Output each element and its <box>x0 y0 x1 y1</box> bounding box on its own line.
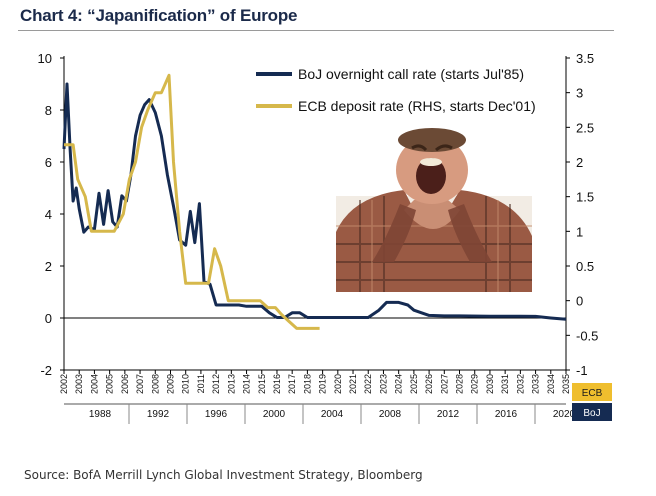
ecb-tick-label: 2007 <box>135 374 145 394</box>
ecb-tick-label: 2027 <box>439 374 449 394</box>
boj-tick-label: 1988 <box>89 409 112 420</box>
source-note: Source: BofA Merrill Lynch Global Invest… <box>24 468 423 482</box>
ecb-tick-label: 2003 <box>74 374 84 394</box>
right-tick-label: 2.5 <box>576 120 594 135</box>
ecb-tick-label: 2028 <box>455 374 465 394</box>
ecb-tick-label: 2011 <box>196 374 206 393</box>
ecb-tick-label: 2009 <box>165 374 175 394</box>
ecb-tick-label: 2020 <box>333 374 343 394</box>
ecb-tick-label: 2005 <box>105 374 115 394</box>
ecb-tick-label: 2031 <box>500 374 510 394</box>
boj-axis-badge <box>572 403 612 421</box>
ecb-tick-label: 2029 <box>470 374 480 394</box>
boj-tick-label: 1992 <box>147 409 170 420</box>
ecb-tick-label: 2022 <box>363 374 373 394</box>
legend-label-boj: BoJ overnight call rate (starts Jul'85) <box>298 66 524 82</box>
boj-tick-label: 2012 <box>437 409 460 420</box>
ecb-tick-label: 2018 <box>302 374 312 394</box>
ecb-tick-label: 2019 <box>318 374 328 394</box>
ecb-tick-label: 2026 <box>424 374 434 394</box>
boj-tick-label: 2016 <box>495 409 518 420</box>
boj-axis-badge-label: BoJ <box>583 408 600 419</box>
right-tick-label: 1.5 <box>576 190 594 205</box>
right-tick-label: 3.5 <box>576 51 594 66</box>
axes-layer: 10 8 6 4 2 0 -2 3.5 3 2.5 2 1.5 1 0.5 0 -0.5 -1 2002 2003 2… <box>38 51 612 424</box>
left-tick-label: 6 <box>45 155 52 170</box>
ecb-tick-label: 2015 <box>257 374 267 394</box>
meme-man-laughing-photo <box>336 128 532 292</box>
left-tick-label: 10 <box>38 51 52 66</box>
ecb-axis-badge-label: ECB <box>582 388 603 399</box>
ecb-tick-label: 2021 <box>348 374 358 394</box>
boj-tick-label: 2004 <box>321 409 344 420</box>
legend-label-ecb: ECB deposit rate (RHS, starts Dec'01) <box>298 98 536 114</box>
ecb-tick-label: 2013 <box>226 374 236 394</box>
boj-tick-label: 2008 <box>379 409 402 420</box>
chart-area: 10 8 6 4 2 0 -2 3.5 3 2.5 2 1.5 1 0.5 0 -0.5 -1 2002 2003 2… <box>38 51 612 424</box>
ecb-tick-label: 2012 <box>211 374 221 394</box>
left-tick-label: 4 <box>45 207 52 222</box>
chart-title: Chart 4: “Japanification” of Europe <box>20 6 298 25</box>
left-tick-label: 2 <box>45 259 52 274</box>
boj-tick-label: 2020 <box>553 409 576 420</box>
right-tick-label: -1 <box>576 363 588 378</box>
ecb-tick-label: 2030 <box>485 374 495 394</box>
legend: BoJ overnight call rate (starts Jul'85) E… <box>256 66 536 114</box>
right-tick-label: 0.5 <box>576 259 594 274</box>
ecb-tick-label: 2002 <box>59 374 69 394</box>
ecb-tick-label: 2025 <box>409 374 419 394</box>
left-tick-label: -2 <box>40 363 52 378</box>
ecb-tick-label: 2017 <box>287 374 297 394</box>
ecb-tick-label: 2010 <box>181 374 191 394</box>
right-tick-label: -0.5 <box>576 328 598 343</box>
ecb-tick-label: 2023 <box>378 374 388 394</box>
ecb-tick-label: 2016 <box>272 374 282 394</box>
ecb-tick-label: 2034 <box>546 374 556 394</box>
title-rule <box>18 30 614 31</box>
ecb-series-line <box>64 73 320 330</box>
ecb-tick-label: 2006 <box>120 374 130 394</box>
boj-tick-label: 1996 <box>205 409 228 420</box>
ecb-tick-label: 2033 <box>531 374 541 394</box>
ecb-tick-label: 2032 <box>515 374 525 394</box>
left-tick-label: 8 <box>45 103 52 118</box>
ecb-axis-badge <box>572 383 612 401</box>
right-tick-label: 3 <box>576 86 583 101</box>
left-tick-label: 0 <box>45 311 52 326</box>
boj-tick-label: 2000 <box>263 409 286 420</box>
right-tick-label: 0 <box>576 294 583 309</box>
right-tick-label: 2 <box>576 155 583 170</box>
ecb-tick-label: 2008 <box>150 374 160 394</box>
ecb-tick-label: 2024 <box>394 374 404 394</box>
right-tick-label: 1 <box>576 224 583 239</box>
ecb-tick-label: 2014 <box>242 374 252 394</box>
series-layer <box>62 73 567 330</box>
boj-series-line <box>62 82 567 321</box>
ecb-tick-label: 2035 <box>561 374 571 394</box>
ecb-tick-label: 2004 <box>89 374 99 394</box>
